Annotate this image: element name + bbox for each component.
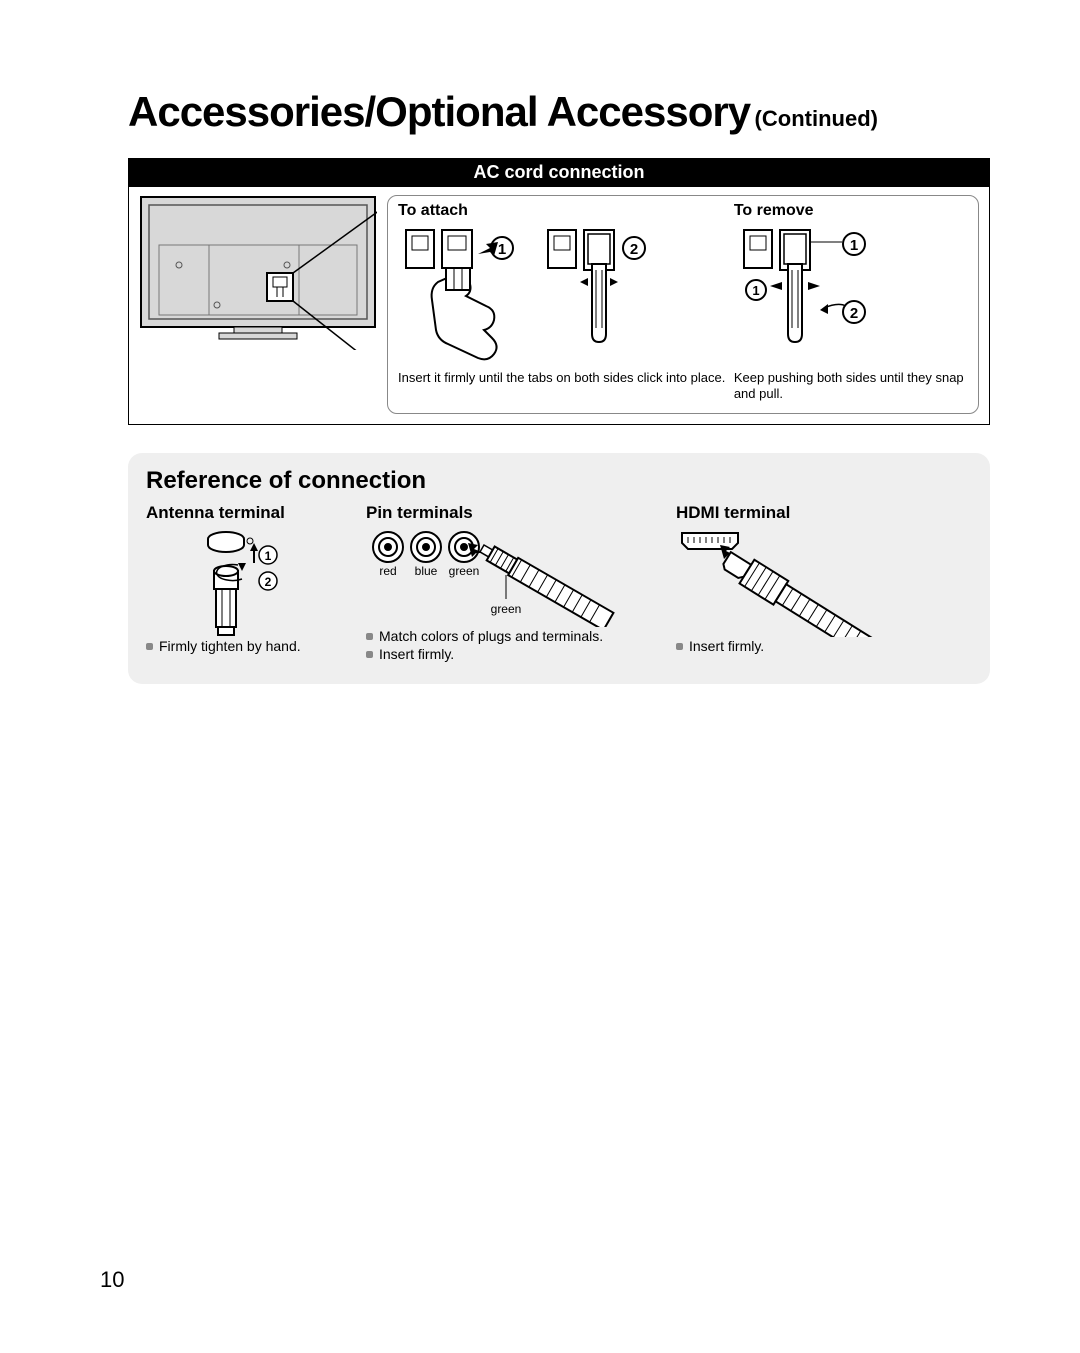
page-title: Accessories/Optional Accessory (Continue… [128, 88, 990, 136]
hdmi-bullet-1: Insert firmly. [676, 637, 972, 656]
ac-cord-header: AC cord connection [129, 158, 989, 187]
svg-text:1: 1 [498, 241, 506, 258]
remove-diagram: 1 1 2 [734, 224, 968, 364]
svg-text:1: 1 [850, 237, 858, 254]
reference-section: Reference of connection Antenna terminal [128, 453, 990, 685]
svg-text:1: 1 [265, 549, 272, 563]
antenna-column: Antenna terminal 1 [146, 503, 346, 665]
to-attach-title: To attach [398, 202, 726, 220]
reference-title: Reference of connection [146, 467, 972, 495]
pin-title: Pin terminals [366, 503, 656, 523]
antenna-title: Antenna terminal [146, 503, 346, 523]
title-continued: (Continued) [755, 106, 878, 131]
page-number: 10 [100, 1267, 124, 1293]
antenna-bullet-1: Firmly tighten by hand. [146, 637, 346, 656]
to-remove-title: To remove [734, 202, 968, 220]
svg-text:1: 1 [752, 283, 759, 298]
title-main: Accessories/Optional Accessory [128, 88, 750, 135]
hdmi-diagram [676, 527, 972, 637]
svg-text:2: 2 [630, 241, 638, 258]
svg-text:2: 2 [265, 575, 272, 589]
attach-step1-diagram: 1 [398, 224, 528, 364]
attach-caption: Insert it firmly until the tabs on both … [398, 370, 726, 386]
pin-bullet-2: Insert firmly. [366, 645, 656, 664]
pin-label-red: red [379, 564, 396, 578]
antenna-diagram: 1 2 [146, 527, 346, 637]
svg-text:blue: blue [415, 564, 438, 578]
svg-text:2: 2 [850, 305, 858, 322]
svg-text:green: green [449, 564, 480, 578]
attach-step2-diagram: 2 [538, 224, 648, 364]
pin-bullet-1: Match colors of plugs and terminals. [366, 627, 656, 646]
pin-diagram: red blue green [366, 527, 656, 627]
hdmi-column: HDMI terminal [676, 503, 972, 665]
pin-column: Pin terminals red blue green [366, 503, 656, 665]
ac-cord-section: AC cord connection [128, 158, 990, 425]
remove-caption: Keep pushing both sides until they snap … [734, 370, 968, 403]
svg-text:green: green [491, 602, 522, 616]
tv-rear-diagram [139, 195, 377, 414]
hdmi-title: HDMI terminal [676, 503, 972, 523]
